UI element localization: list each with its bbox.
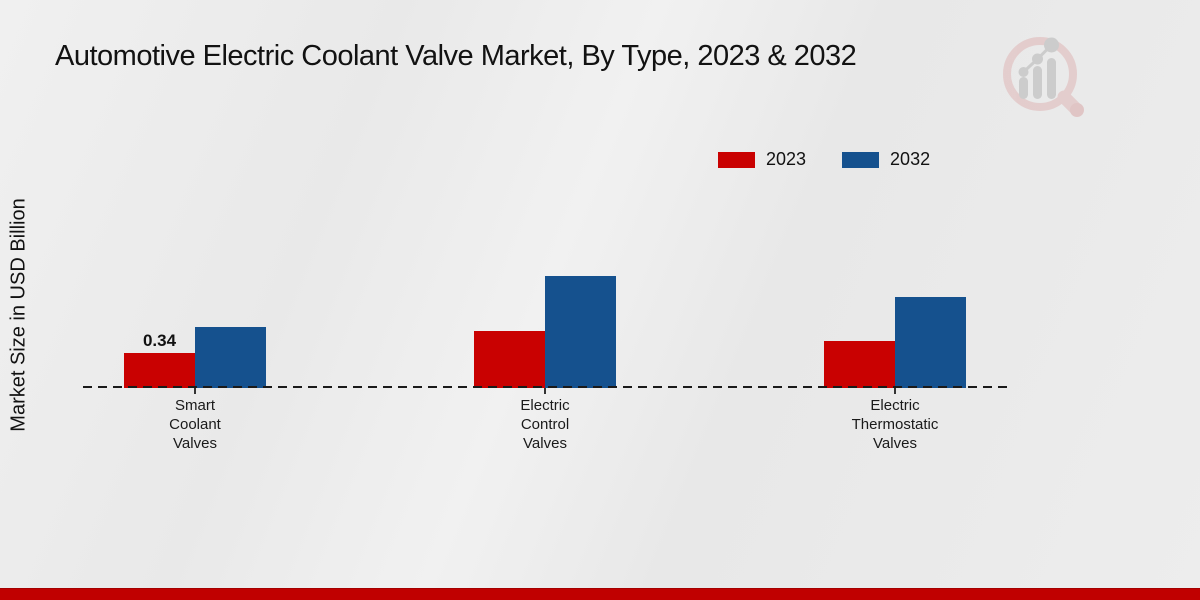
x-axis-tick [544, 388, 546, 394]
legend-label-2023: 2023 [766, 149, 807, 169]
bar-2023-smart-coolant-valves [124, 352, 195, 388]
bar-2023-electric-thermostatic-valves [824, 340, 895, 388]
bar-2023-electric-control-valves [474, 330, 545, 388]
chart-title: Automotive Electric Coolant Valve Market… [55, 40, 857, 72]
market-research-logo-icon [1003, 37, 1084, 117]
x-axis-tick [894, 388, 896, 394]
legend-label-2032: 2032 [890, 149, 931, 169]
legend-swatch-2023 [718, 151, 755, 168]
category-label-smart-coolant-valves: Smart Coolant Valves [169, 397, 221, 452]
legend: 2023 2032 [718, 149, 930, 170]
x-axis-baseline [83, 386, 1007, 388]
bar-2032-smart-coolant-valves [195, 326, 266, 388]
legend-item-2032: 2032 [842, 149, 930, 170]
category-label-electric-thermostatic-valves: Electric Thermostatic Valves [851, 397, 939, 452]
category-label-electric-control-valves: Electric Control Valves [520, 397, 570, 452]
bar-value-label: 0.34 [142, 330, 177, 350]
footer-accent-bar [0, 588, 1200, 600]
legend-swatch-2032 [842, 151, 880, 168]
legend-item-2023: 2023 [718, 149, 806, 170]
bar-2032-electric-thermostatic-valves [895, 296, 966, 388]
x-axis-tick [194, 388, 196, 394]
bar-2032-electric-control-valves [545, 275, 616, 388]
